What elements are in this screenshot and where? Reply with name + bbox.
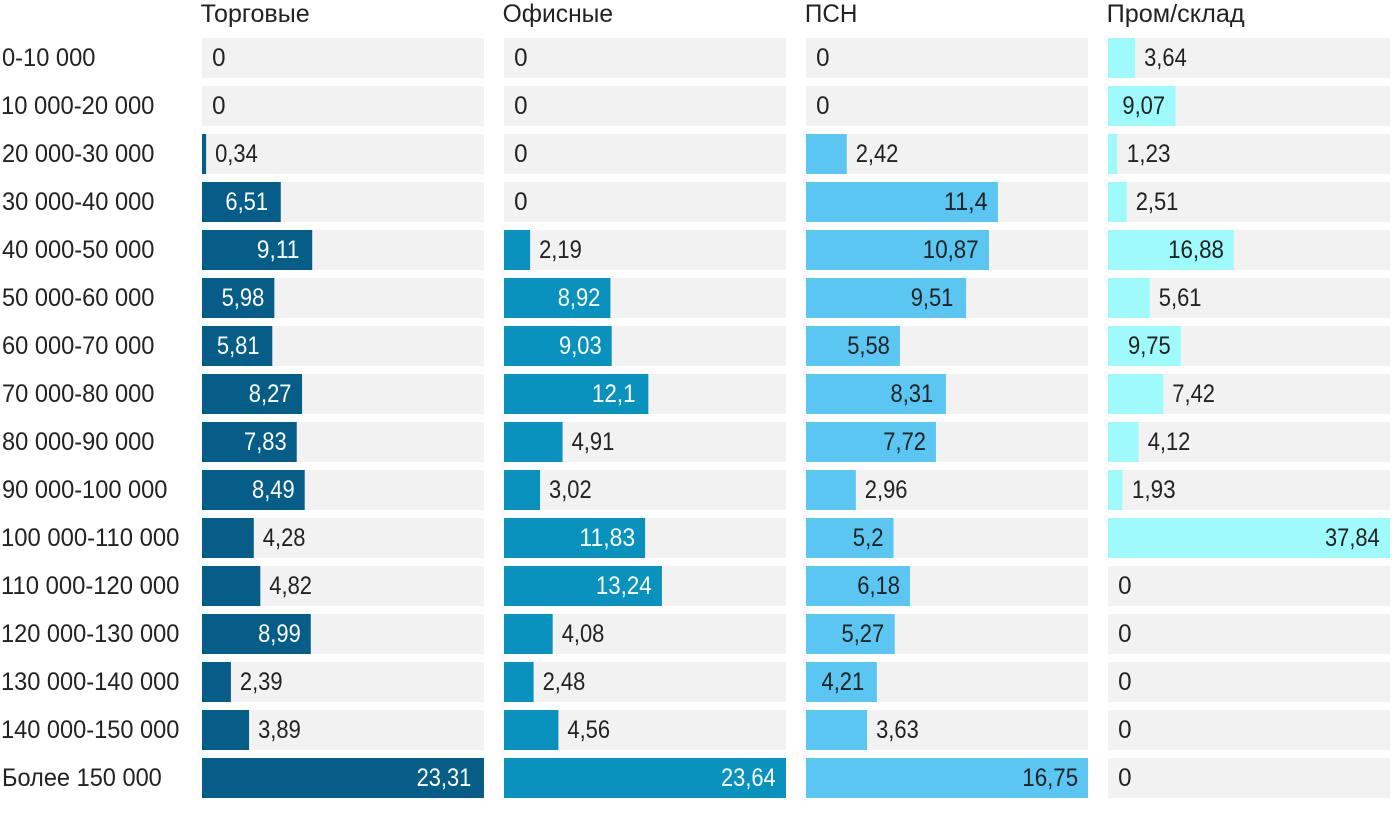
svg-text:8,31: 8,31 (891, 380, 934, 408)
svg-text:0: 0 (1118, 764, 1131, 792)
svg-text:2,19: 2,19 (539, 236, 582, 264)
svg-text:40 000-50 000: 40 000-50 000 (2, 236, 154, 264)
svg-text:6,18: 6,18 (857, 572, 900, 600)
svg-text:0: 0 (816, 92, 829, 120)
svg-text:5,81: 5,81 (217, 332, 260, 360)
svg-text:5,2: 5,2 (853, 524, 884, 552)
svg-text:0: 0 (1118, 716, 1131, 744)
svg-text:6,51: 6,51 (225, 188, 268, 216)
svg-text:9,51: 9,51 (911, 284, 954, 312)
svg-text:Более 150 000: Более 150 000 (2, 764, 162, 792)
svg-text:120 000-130 000: 120 000-130 000 (1, 620, 179, 648)
svg-text:100 000-110 000: 100 000-110 000 (1, 524, 179, 552)
svg-text:5,27: 5,27 (842, 620, 885, 648)
svg-text:16,75: 16,75 (1022, 764, 1078, 792)
svg-text:10 000-20 000: 10 000-20 000 (1, 92, 154, 120)
svg-text:110 000-120 000: 110 000-120 000 (1, 572, 179, 600)
svg-text:8,49: 8,49 (252, 476, 295, 504)
svg-text:16,88: 16,88 (1168, 236, 1224, 264)
svg-text:0: 0 (816, 44, 829, 72)
svg-text:0,34: 0,34 (215, 140, 258, 168)
svg-text:5,98: 5,98 (222, 284, 265, 312)
svg-text:23,64: 23,64 (721, 764, 776, 792)
svg-text:140 000-150 000: 140 000-150 000 (1, 716, 179, 744)
svg-text:0: 0 (514, 140, 527, 168)
svg-text:4,28: 4,28 (263, 524, 306, 552)
svg-text:4,21: 4,21 (822, 668, 865, 696)
svg-text:4,08: 4,08 (562, 620, 605, 648)
svg-text:2,96: 2,96 (865, 476, 908, 504)
svg-text:3,02: 3,02 (549, 476, 592, 504)
svg-text:4,91: 4,91 (572, 428, 615, 456)
svg-text:12,1: 12,1 (592, 380, 636, 408)
svg-text:3,89: 3,89 (258, 716, 301, 744)
svg-text:0: 0 (1118, 572, 1131, 600)
svg-text:2,42: 2,42 (856, 140, 899, 168)
svg-text:9,75: 9,75 (1128, 332, 1171, 360)
svg-text:1,93: 1,93 (1132, 476, 1176, 504)
svg-text:Пром/склад: Пром/склад (1107, 0, 1245, 28)
svg-text:13,24: 13,24 (596, 572, 652, 600)
svg-text:0: 0 (212, 44, 225, 72)
svg-text:0: 0 (1118, 620, 1131, 648)
svg-text:23,31: 23,31 (417, 764, 472, 792)
svg-text:1,23: 1,23 (1127, 140, 1171, 168)
svg-text:9,07: 9,07 (1122, 92, 1165, 120)
svg-text:130 000-140 000: 130 000-140 000 (1, 668, 179, 696)
svg-text:0: 0 (514, 44, 527, 72)
svg-text:90 000-100 000: 90 000-100 000 (2, 476, 167, 504)
svg-text:30 000-40 000: 30 000-40 000 (2, 188, 154, 216)
svg-text:0: 0 (514, 92, 527, 120)
svg-text:37,84: 37,84 (1325, 524, 1380, 552)
svg-text:4,56: 4,56 (567, 716, 610, 744)
svg-text:9,03: 9,03 (559, 332, 602, 360)
svg-text:50 000-60 000: 50 000-60 000 (2, 284, 154, 312)
svg-text:60 000-70 000: 60 000-70 000 (2, 332, 154, 360)
svg-text:Офисные: Офисные (503, 0, 613, 28)
svg-text:ПСН: ПСН (805, 0, 858, 28)
svg-text:3,64: 3,64 (1144, 44, 1187, 72)
svg-text:80 000-90 000: 80 000-90 000 (2, 428, 154, 456)
svg-text:70 000-80 000: 70 000-80 000 (2, 380, 154, 408)
svg-text:7,72: 7,72 (883, 428, 926, 456)
svg-text:Торговые: Торговые (201, 0, 310, 28)
svg-text:4,12: 4,12 (1148, 428, 1191, 456)
svg-text:8,92: 8,92 (558, 284, 601, 312)
svg-text:9,11: 9,11 (257, 236, 300, 264)
svg-text:0: 0 (514, 188, 527, 216)
svg-text:2,48: 2,48 (543, 668, 586, 696)
svg-text:11,83: 11,83 (579, 524, 635, 552)
svg-text:8,99: 8,99 (258, 620, 301, 648)
svg-text:0: 0 (212, 92, 225, 120)
svg-text:2,51: 2,51 (1136, 188, 1179, 216)
svg-text:4,82: 4,82 (269, 572, 312, 600)
svg-text:0-10 000: 0-10 000 (2, 44, 95, 72)
svg-text:5,58: 5,58 (847, 332, 890, 360)
svg-text:0: 0 (1118, 668, 1131, 696)
svg-text:7,83: 7,83 (244, 428, 287, 456)
svg-text:3,63: 3,63 (876, 716, 919, 744)
svg-text:2,39: 2,39 (240, 668, 283, 696)
svg-text:10,87: 10,87 (923, 236, 979, 264)
svg-text:5,61: 5,61 (1159, 284, 1202, 312)
svg-text:11,4: 11,4 (944, 188, 988, 216)
svg-text:20 000-30 000: 20 000-30 000 (2, 140, 154, 168)
svg-text:7,42: 7,42 (1172, 380, 1215, 408)
svg-text:8,27: 8,27 (249, 380, 292, 408)
